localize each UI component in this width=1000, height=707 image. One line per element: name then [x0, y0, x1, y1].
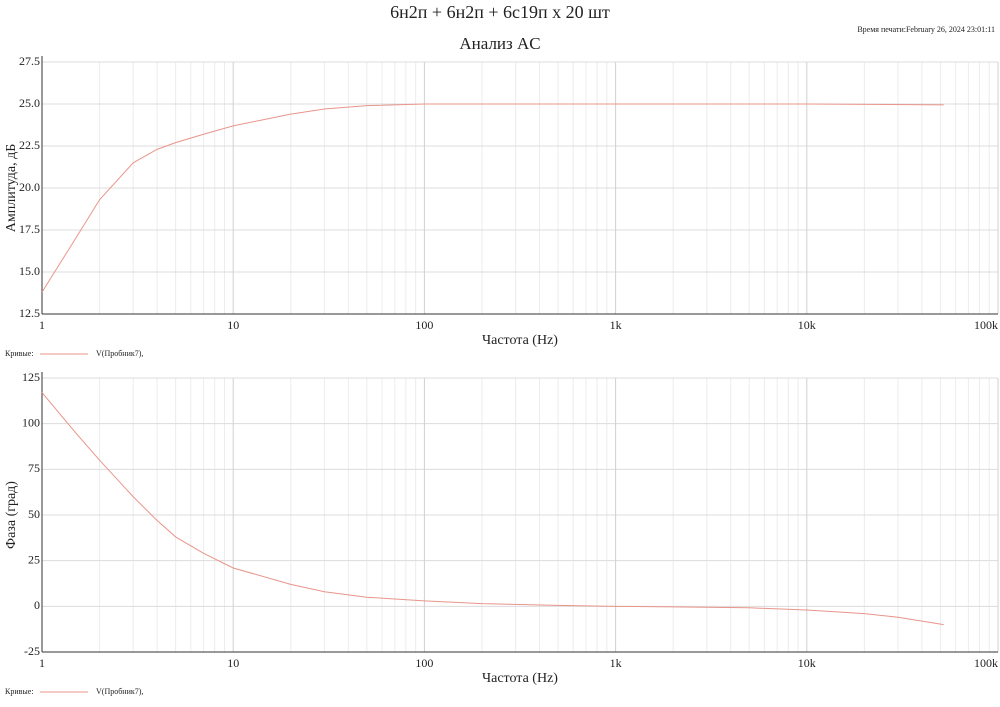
y-tick-label: 12.5: [19, 306, 40, 320]
y-tick-label: 22.5: [19, 138, 40, 152]
x-tick-label: 1: [39, 318, 45, 332]
x-tick-label: 10: [227, 318, 239, 332]
legend-title: Кривые:: [5, 687, 34, 696]
y-tick-label: 50: [28, 507, 40, 521]
x-tick-label: 100k: [974, 318, 998, 332]
x-tick-label: 1k: [610, 656, 622, 670]
x-tick-label: 100k: [974, 656, 998, 670]
y-tick-label: 25: [28, 552, 40, 566]
page-title: 6н2п + 6н2п + 6с19п x 20 шт: [390, 2, 610, 22]
y-tick-label: 15.0: [19, 264, 40, 278]
x-axis-label: Частота (Hz): [482, 671, 558, 686]
legend-title: Кривые:: [5, 349, 34, 358]
y-tick-label: 25.0: [19, 96, 40, 110]
y-tick-label: 0: [34, 598, 40, 612]
y-axis-label: Фаза (град): [4, 481, 19, 549]
y-tick-label: 75: [28, 461, 40, 475]
y-tick-label: 100: [22, 415, 40, 429]
x-axis-label: Частота (Hz): [482, 333, 558, 348]
x-tick-label: 100: [415, 318, 433, 332]
x-tick-label: 10k: [798, 656, 816, 670]
y-tick-label: 27.5: [19, 54, 40, 68]
x-tick-label: 1k: [610, 318, 622, 332]
legend-label: V(Пробник7),: [96, 349, 143, 358]
subtitle: Анализ AC: [459, 34, 540, 53]
y-tick-label: 20.0: [19, 180, 40, 194]
series-line: [41, 103, 944, 293]
y-tick-label: 125: [22, 370, 40, 384]
x-tick-label: 100: [415, 656, 433, 670]
x-tick-label: 10: [227, 656, 239, 670]
y-tick-label: -25: [24, 644, 40, 658]
series-line: [41, 392, 944, 626]
y-axis-label: Амплитуда, дБ: [4, 144, 19, 233]
print-time: Время печати:February 26, 2024 23:01:11: [857, 25, 995, 34]
x-tick-label: 1: [39, 656, 45, 670]
legend-label: V(Пробник7),: [96, 687, 143, 696]
y-tick-label: 17.5: [19, 222, 40, 236]
x-tick-label: 10k: [798, 318, 816, 332]
